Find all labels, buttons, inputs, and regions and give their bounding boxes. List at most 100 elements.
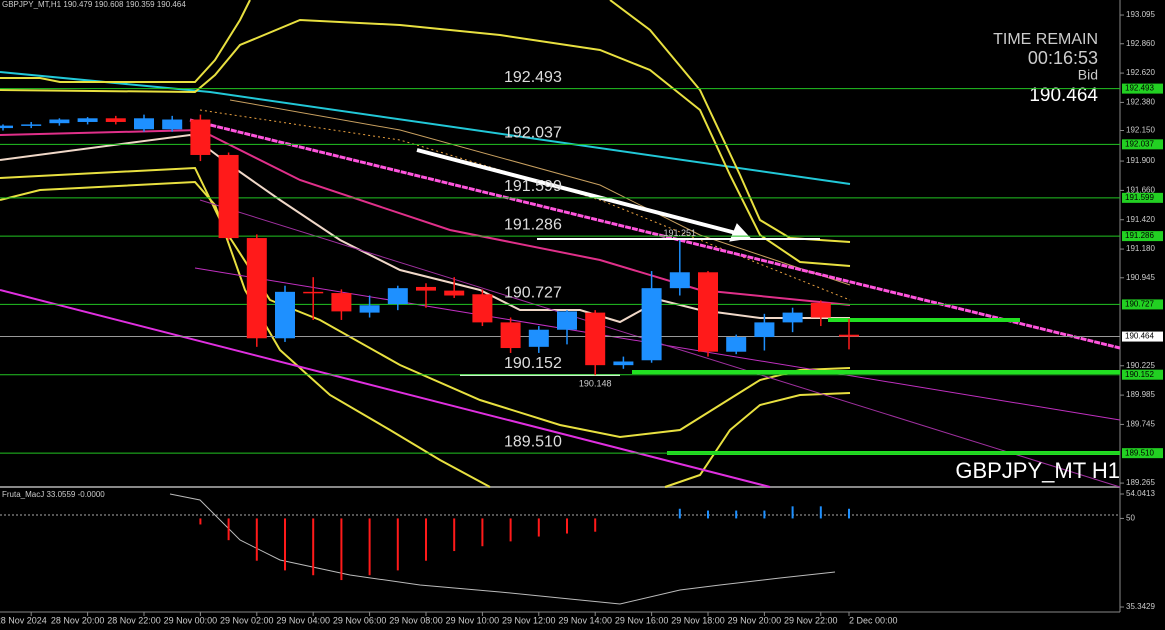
arrow-head: [729, 223, 752, 242]
bollinger-lower: [664, 392, 851, 488]
level-axis-box: [1122, 299, 1163, 310]
y-tick-label: 190.225: [1126, 361, 1155, 370]
y-tick-label: 189.745: [1126, 420, 1155, 429]
level-label: 192.037: [504, 125, 562, 142]
high: 190.608: [95, 0, 124, 9]
candle-body: [669, 272, 690, 289]
y-tick-label: 191.900: [1126, 156, 1155, 165]
candle-body: [21, 124, 42, 126]
dotted-average: [199, 109, 851, 301]
candle-body: [585, 312, 606, 366]
time-remain-label: TIME REMAIN: [993, 31, 1098, 48]
x-tick-label: 29 Nov 00:00: [164, 615, 218, 625]
y-tick-label: 193.095: [1126, 10, 1155, 19]
bollinger-upper: [0, 0, 251, 83]
arrow: [416, 148, 737, 235]
candle-body: [275, 291, 295, 339]
candle-body: [218, 154, 239, 239]
bollinger-upper: [609, 0, 851, 243]
y-tick-label: 192.150: [1126, 126, 1155, 135]
y-tick-label: 189.985: [1126, 390, 1155, 399]
level-axis-label: 191.599: [1125, 193, 1154, 202]
oscillator-signal: [169, 493, 836, 605]
level-label: 191.286: [504, 216, 562, 233]
bid-value: 190.464: [1029, 85, 1098, 106]
level-label: 190.152: [504, 355, 562, 372]
bollinger-band: [0, 18, 851, 267]
osc-tick-label: 54.0413: [1126, 489, 1155, 498]
candle-body: [782, 312, 803, 323]
oscillator-title: Fruta_MacJ 33.0559 -0.0000: [2, 490, 105, 499]
level-axis-box: [1122, 192, 1163, 203]
candle-body: [246, 238, 267, 339]
bid-label: Bid: [1078, 67, 1098, 83]
candle-body: [134, 118, 154, 130]
y-tick-label: 191.420: [1126, 215, 1155, 224]
thin-average: [229, 99, 851, 286]
candle-body: [105, 118, 126, 122]
level-axis-label: 189.510: [1125, 448, 1154, 457]
level-axis-label: 192.493: [1125, 84, 1154, 93]
candle-body: [49, 119, 70, 124]
candle-body: [303, 291, 324, 294]
candle-body: [190, 119, 211, 155]
open: 190.479: [63, 0, 92, 9]
candle-body: [162, 119, 183, 130]
candle-body: [839, 334, 859, 337]
x-tick-label: 29 Nov 04:00: [276, 615, 330, 625]
channel-line: [0, 289, 771, 488]
y-tick-label: 190.945: [1126, 273, 1155, 282]
candle-body: [416, 286, 436, 291]
x-tick-label: 29 Nov 22:00: [784, 615, 838, 625]
trend-line: [189, 118, 1121, 350]
candle-body: [500, 322, 521, 349]
candle-body: [613, 361, 634, 366]
x-tick-label: 29 Nov 02:00: [220, 615, 274, 625]
level-axis-box: [1122, 369, 1163, 380]
x-tick-label: 29 Nov 12:00: [502, 615, 556, 625]
level-axis-box: [1122, 83, 1163, 94]
x-tick-label: 29 Nov 10:00: [446, 615, 500, 625]
bollinger-lower: [0, 166, 851, 439]
level-label: 192.493: [504, 69, 562, 86]
y-tick-label: 191.660: [1126, 186, 1155, 195]
level-label: 189.510: [504, 433, 562, 450]
x-tick-label: 28 Nov 20:00: [51, 615, 105, 625]
bollinger-lower: [0, 180, 491, 488]
high-annotation: 191.251: [664, 228, 697, 238]
x-tick-label: 28 Nov 2024: [0, 615, 47, 625]
candle-body: [557, 311, 577, 330]
bid-axis-label: 190.464: [1125, 332, 1154, 341]
level-axis-label: 190.727: [1125, 300, 1154, 309]
x-tick-label: 29 Nov 06:00: [333, 615, 387, 625]
level-axis-label: 192.037: [1125, 139, 1154, 148]
osc-tick-label: 35.3429: [1126, 602, 1155, 611]
time-remain: 00:16:53: [1028, 48, 1098, 68]
level-label: 190.727: [504, 285, 562, 302]
candle-body: [331, 293, 352, 312]
candle-body: [472, 294, 493, 323]
watermark: GBPJPY_MT H1: [955, 458, 1120, 483]
level-axis-box: [1122, 231, 1163, 242]
indicator-overlays: [0, 0, 1121, 605]
candle-body: [810, 302, 831, 318]
level-axis-box: [1122, 448, 1163, 459]
x-tick-label: 29 Nov 20:00: [728, 615, 782, 625]
chart-header: GBPJPY_MT,H1 190.479 190.608 190.359 190…: [2, 0, 186, 9]
x-tick-label: 29 Nov 14:00: [558, 615, 612, 625]
candle-body: [77, 118, 98, 122]
candle-body: [359, 305, 380, 313]
x-tick-label: 29 Nov 08:00: [389, 615, 443, 625]
level-axis-box: [1122, 139, 1163, 150]
close: 190.464: [157, 0, 186, 9]
y-tick-label: 192.620: [1126, 68, 1155, 77]
low: 190.359: [126, 0, 155, 9]
candle-body: [754, 322, 775, 338]
candle-body: [528, 329, 549, 347]
candle-body: [387, 288, 408, 305]
y-tick-label: 191.180: [1126, 244, 1155, 253]
candle-body: [641, 288, 662, 361]
y-tick-label: 192.380: [1126, 98, 1155, 107]
level-axis-label: 191.286: [1125, 231, 1154, 240]
